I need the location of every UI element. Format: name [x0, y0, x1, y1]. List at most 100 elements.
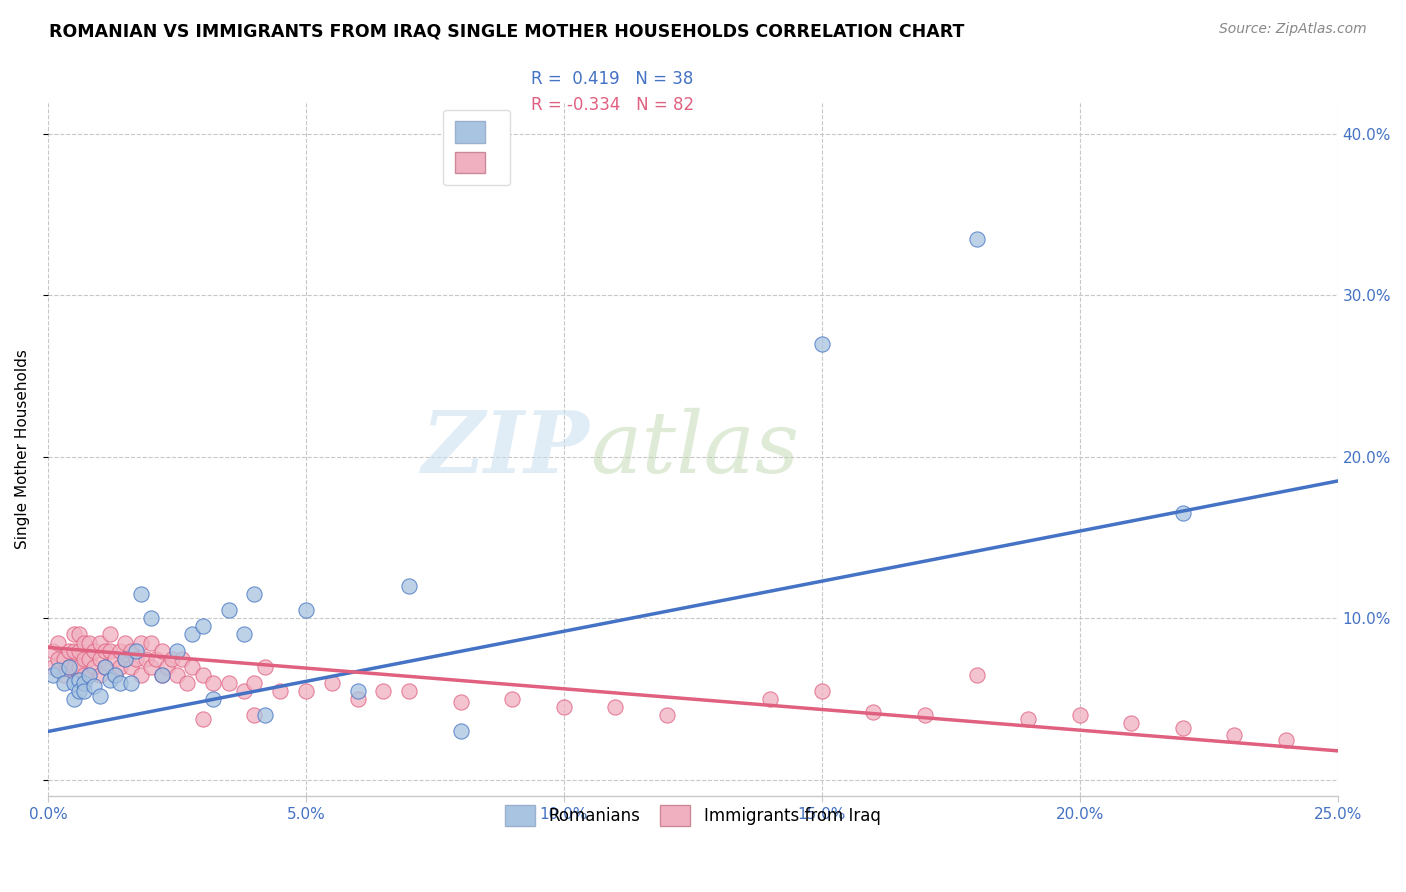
- Point: [172, 651, 194, 665]
- Point: [67, 673, 90, 687]
- Point: [218, 676, 240, 690]
- Point: [83, 643, 105, 657]
- Point: [966, 231, 988, 245]
- Point: [914, 708, 936, 723]
- Point: [114, 651, 136, 665]
- Point: [98, 673, 121, 687]
- Point: [553, 700, 575, 714]
- Point: [233, 627, 256, 641]
- Point: [73, 651, 96, 665]
- Text: ZIP: ZIP: [422, 407, 589, 491]
- Point: [48, 663, 70, 677]
- Point: [98, 643, 121, 657]
- Point: [73, 635, 96, 649]
- Point: [110, 676, 132, 690]
- Point: [373, 684, 395, 698]
- Point: [450, 724, 472, 739]
- Point: [759, 692, 782, 706]
- Point: [181, 627, 204, 641]
- Point: [202, 676, 225, 690]
- Point: [605, 700, 627, 714]
- Point: [141, 635, 163, 649]
- Point: [253, 708, 276, 723]
- Point: [89, 668, 111, 682]
- Point: [67, 660, 90, 674]
- Point: [218, 603, 240, 617]
- Point: [110, 643, 132, 657]
- Legend: Romanians, Immigrants from Iraq: Romanians, Immigrants from Iraq: [499, 798, 887, 833]
- Point: [160, 651, 183, 665]
- Point: [191, 619, 214, 633]
- Text: R = -0.334   N = 82: R = -0.334 N = 82: [531, 95, 695, 113]
- Point: [1275, 732, 1298, 747]
- Point: [176, 676, 198, 690]
- Point: [862, 705, 884, 719]
- Point: [269, 684, 291, 698]
- Point: [110, 660, 132, 674]
- Point: [48, 635, 70, 649]
- Point: [135, 651, 157, 665]
- Point: [129, 668, 152, 682]
- Point: [202, 692, 225, 706]
- Point: [141, 660, 163, 674]
- Point: [398, 579, 420, 593]
- Point: [501, 692, 523, 706]
- Point: [243, 587, 266, 601]
- Point: [810, 684, 832, 698]
- Point: [114, 635, 136, 649]
- Point: [89, 651, 111, 665]
- Point: [1017, 712, 1039, 726]
- Point: [295, 603, 318, 617]
- Point: [1171, 721, 1194, 735]
- Point: [1121, 716, 1143, 731]
- Point: [145, 651, 167, 665]
- Point: [346, 692, 368, 706]
- Point: [52, 676, 75, 690]
- Point: [83, 660, 105, 674]
- Point: [94, 643, 117, 657]
- Point: [321, 676, 343, 690]
- Point: [129, 635, 152, 649]
- Point: [63, 692, 86, 706]
- Point: [129, 587, 152, 601]
- Point: [295, 684, 318, 698]
- Point: [346, 684, 368, 698]
- Point: [63, 660, 86, 674]
- Point: [67, 627, 90, 641]
- Point: [63, 627, 86, 641]
- Point: [42, 668, 65, 682]
- Point: [79, 668, 101, 682]
- Point: [94, 660, 117, 674]
- Point: [63, 676, 86, 690]
- Point: [52, 668, 75, 682]
- Text: R =  0.419   N = 38: R = 0.419 N = 38: [531, 70, 693, 87]
- Point: [243, 676, 266, 690]
- Point: [104, 668, 127, 682]
- Point: [233, 684, 256, 698]
- Point: [52, 651, 75, 665]
- Point: [253, 660, 276, 674]
- Point: [73, 676, 96, 690]
- Point: [42, 643, 65, 657]
- Point: [243, 708, 266, 723]
- Point: [63, 643, 86, 657]
- Point: [114, 651, 136, 665]
- Point: [125, 643, 148, 657]
- Point: [141, 611, 163, 625]
- Point: [98, 627, 121, 641]
- Point: [1171, 506, 1194, 520]
- Point: [810, 336, 832, 351]
- Point: [150, 668, 173, 682]
- Point: [83, 679, 105, 693]
- Point: [966, 668, 988, 682]
- Point: [104, 668, 127, 682]
- Point: [191, 668, 214, 682]
- Point: [73, 668, 96, 682]
- Point: [104, 651, 127, 665]
- Text: Source: ZipAtlas.com: Source: ZipAtlas.com: [1219, 22, 1367, 37]
- Point: [166, 668, 188, 682]
- Point: [166, 643, 188, 657]
- Point: [73, 684, 96, 698]
- Point: [58, 660, 80, 674]
- Point: [79, 635, 101, 649]
